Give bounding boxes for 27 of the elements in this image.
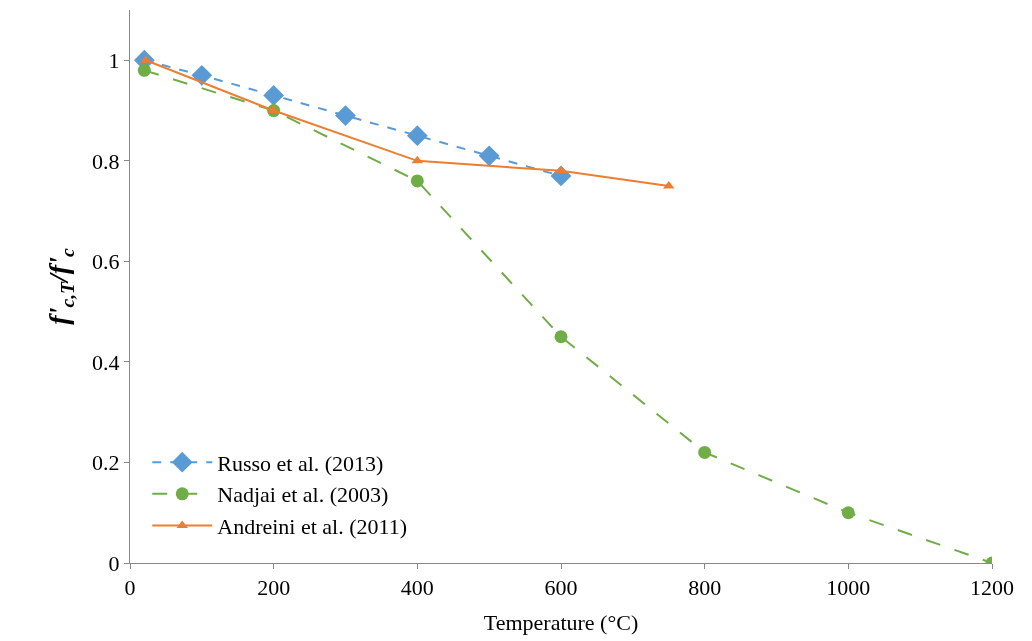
y-tick-label: 0.2 — [92, 450, 120, 476]
x-tick-label: 1200 — [970, 575, 1014, 601]
point — [335, 105, 356, 126]
y-tick-label: 0.4 — [92, 349, 120, 375]
x-tick-label: 800 — [688, 575, 722, 601]
y-tick-label: 1 — [108, 47, 120, 73]
x-tick-label: 600 — [544, 575, 578, 601]
point — [841, 506, 855, 520]
point — [698, 445, 712, 459]
x-tick-label: 1000 — [826, 575, 871, 601]
y-tick-label: 0.8 — [92, 148, 120, 174]
y-tick-label: 0 — [108, 550, 120, 576]
point — [406, 125, 428, 147]
x-tick-label: 200 — [257, 575, 291, 601]
x-tick-label: 400 — [400, 575, 434, 601]
point — [478, 145, 500, 167]
point — [263, 85, 285, 106]
x-tick-label: 0 — [124, 575, 136, 601]
legend-label: Russo et al. (2013) — [217, 450, 384, 476]
y-tick-label: 0.6 — [92, 249, 120, 275]
point — [191, 64, 213, 86]
point — [137, 63, 151, 77]
point — [410, 174, 424, 188]
x-axis-title: Temperature (°C) — [483, 610, 639, 636]
point — [554, 330, 568, 344]
legend-label: Andreini et al. (2011) — [217, 513, 408, 539]
legend-label: Nadjai et al. (2003) — [217, 482, 389, 508]
